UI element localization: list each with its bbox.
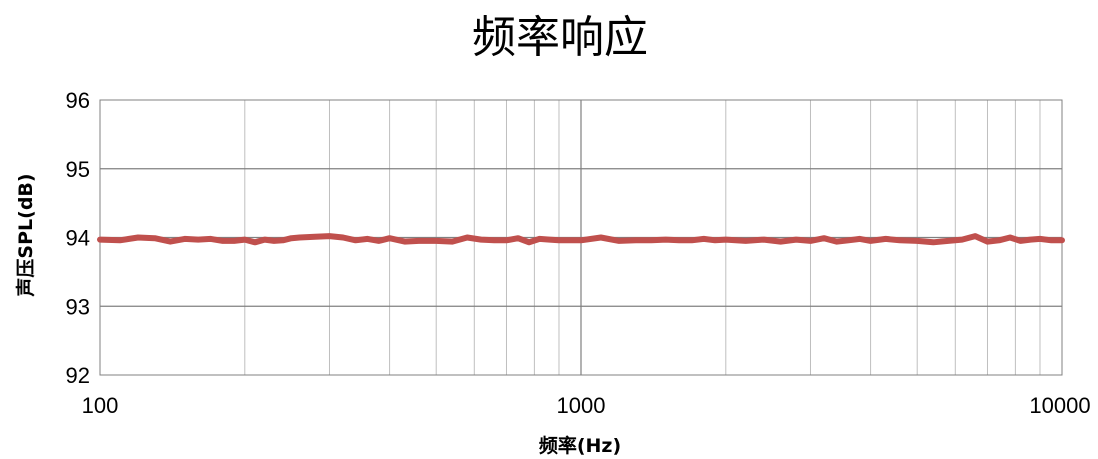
y-tick-label: 96 [66, 88, 90, 113]
series-line [97, 233, 1065, 246]
y-tick-label: 92 [66, 363, 90, 388]
series-layer [97, 233, 1065, 246]
chart-title: 频率响应 [472, 12, 648, 63]
y-tick-label: 93 [66, 294, 90, 319]
y-tick-label: 94 [66, 226, 90, 251]
x-tick-label: 10000 [1029, 393, 1090, 418]
x-tick-labels: 100 1000 10000 [82, 393, 1091, 418]
y-tick-label: 95 [66, 157, 90, 182]
x-tick-label: 100 [82, 393, 119, 418]
x-tick-label: 1000 [557, 393, 606, 418]
y-tick-labels: 92 93 94 95 96 [66, 88, 90, 388]
x-axis-label: 频率(Hz) [539, 434, 621, 457]
y-axis-label: 声压SPL(dB) [14, 173, 37, 297]
